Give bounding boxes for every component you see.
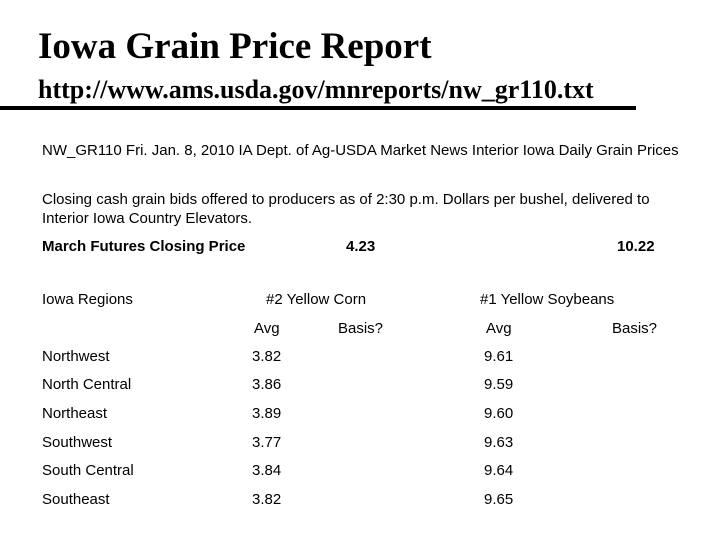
page-title: Iowa Grain Price Report [38,26,432,67]
region-name: South Central [42,462,134,479]
region-name: Northeast [42,405,108,422]
corn-avg-value: 3.77 [252,434,282,451]
regions-column-header: Iowa Regions [42,291,133,308]
futures-corn-price: 4.23 [346,238,376,255]
corn-avg-value: 3.89 [252,405,282,422]
corn-column-header: #2 Yellow Corn [266,291,367,308]
soybean-avg-value: 9.59 [484,376,514,393]
soybean-avg-value: 9.63 [484,434,514,451]
corn-avg-value: 3.86 [252,376,282,393]
corn-avg-value: 3.82 [252,348,282,365]
region-name: Northwest [42,348,110,365]
soybean-avg-value: 9.61 [484,348,514,365]
region-name: North Central [42,376,132,393]
futures-label: March Futures Closing Price [42,238,246,255]
title-divider [0,106,636,110]
report-description: Closing cash grain bids offered to produ… [42,191,650,227]
soybean-column-header: #1 Yellow Soybeans [480,291,615,308]
soybean-avg-value: 9.65 [484,491,514,508]
source-url: http://www.ams.usda.gov/mnreports/nw_gr1… [38,75,594,104]
report-header-line: NW_GR110 Fri. Jan. 8, 2010 IA Dept. of A… [42,142,679,159]
corn-avg-value: 3.82 [252,491,282,508]
futures-soybean-price: 10.22 [617,238,655,255]
region-name: Southwest [42,434,113,451]
soybean-avg-value: 9.64 [484,462,514,479]
soybean-basis-header: Basis? [612,320,658,337]
soybean-avg-header: Avg [486,320,512,337]
soybean-avg-value: 9.60 [484,405,514,422]
corn-basis-header: Basis? [338,320,384,337]
corn-avg-value: 3.84 [252,462,282,479]
corn-avg-header: Avg [254,320,280,337]
region-name: Southeast [42,491,110,508]
